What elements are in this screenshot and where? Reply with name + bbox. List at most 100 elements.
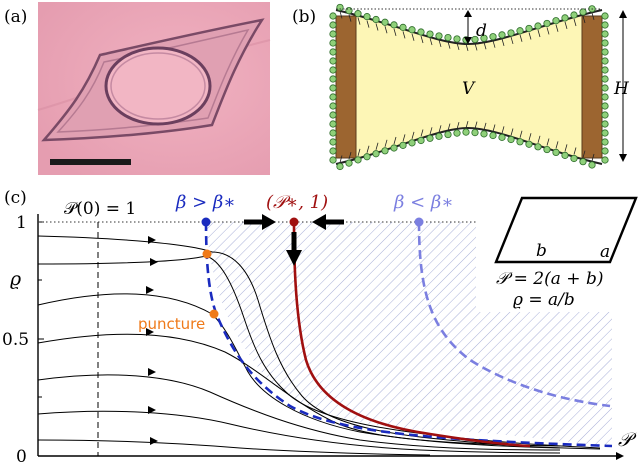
hair-tick bbox=[546, 27, 550, 35]
hair-tick bbox=[546, 138, 550, 146]
h-arrow-head-top bbox=[619, 10, 627, 18]
flow-arrowhead bbox=[148, 236, 156, 244]
hair-tick bbox=[384, 26, 388, 34]
inset-background bbox=[476, 196, 636, 312]
d-arrow-head-top bbox=[464, 10, 472, 17]
panel-b: (b) d V H bbox=[292, 3, 630, 171]
bead bbox=[601, 93, 609, 101]
bead bbox=[601, 39, 609, 47]
bead bbox=[601, 75, 609, 83]
bead bbox=[417, 28, 425, 36]
bead bbox=[372, 15, 380, 24]
hair-tick bbox=[492, 40, 496, 48]
hair-tick bbox=[366, 20, 370, 28]
beta-lt-separatrix bbox=[417, 221, 611, 408]
bead bbox=[336, 162, 344, 171]
puncture-point-upper bbox=[202, 249, 212, 259]
beta-gt-point bbox=[201, 217, 211, 227]
trajectory bbox=[37, 255, 207, 265]
bead bbox=[329, 156, 337, 164]
hair-tick bbox=[501, 126, 505, 134]
puncture-point-lower bbox=[209, 309, 219, 319]
initial-perimeter-label: 𝒫(0) = 1 bbox=[64, 199, 136, 219]
hair-tick bbox=[402, 134, 406, 142]
hair-tick bbox=[357, 17, 361, 25]
hair-tick bbox=[573, 18, 577, 27]
bead bbox=[601, 102, 609, 110]
hair-tick bbox=[429, 127, 433, 135]
bead bbox=[601, 138, 609, 146]
hair-tick bbox=[465, 120, 469, 129]
hair-tick bbox=[510, 128, 514, 136]
bead bbox=[498, 133, 506, 141]
bead bbox=[372, 150, 380, 158]
bead bbox=[570, 11, 578, 19]
descend-arrow-head bbox=[286, 250, 302, 266]
bead bbox=[516, 138, 524, 146]
bead bbox=[471, 128, 479, 137]
bead bbox=[426, 30, 434, 38]
bead bbox=[507, 135, 515, 144]
bead bbox=[329, 66, 337, 74]
hair-tick bbox=[555, 24, 559, 32]
scale-bar bbox=[50, 159, 131, 165]
left-wall bbox=[335, 15, 357, 159]
trajectory bbox=[37, 374, 561, 451]
bead bbox=[354, 156, 362, 164]
hair-tick bbox=[564, 144, 568, 152]
hair-tick bbox=[429, 37, 433, 46]
bead bbox=[399, 141, 407, 149]
hair-tick bbox=[573, 147, 577, 155]
hair-tick bbox=[591, 153, 595, 162]
hair-tick bbox=[465, 43, 469, 52]
bead bbox=[480, 130, 488, 138]
hair-tick bbox=[339, 11, 343, 19]
bead bbox=[601, 120, 609, 128]
bead bbox=[534, 143, 542, 151]
beads bbox=[329, 3, 609, 171]
hair-tick bbox=[483, 42, 487, 50]
bead bbox=[601, 30, 609, 38]
bead bbox=[444, 130, 452, 139]
bead bbox=[399, 23, 407, 31]
bead bbox=[579, 8, 587, 16]
tick-label-05: 0.5 bbox=[2, 330, 29, 350]
bead bbox=[329, 138, 337, 146]
bead bbox=[329, 21, 337, 29]
bead bbox=[390, 144, 398, 152]
bead bbox=[489, 33, 497, 41]
bead bbox=[543, 19, 551, 28]
bead bbox=[329, 48, 337, 56]
bead bbox=[507, 29, 515, 37]
bead bbox=[381, 147, 389, 155]
right-wall bbox=[581, 15, 603, 159]
bead bbox=[329, 147, 337, 155]
bead bbox=[561, 151, 569, 159]
beta-lt-point bbox=[414, 217, 424, 227]
bead bbox=[329, 93, 337, 101]
bead bbox=[329, 75, 337, 83]
hair-tick bbox=[339, 155, 343, 163]
hair-tick bbox=[348, 14, 352, 22]
bead bbox=[489, 131, 497, 140]
bead bbox=[601, 156, 609, 164]
bead bbox=[363, 153, 371, 161]
hair-tick bbox=[411, 131, 415, 139]
hair-tick bbox=[510, 36, 514, 45]
hair-tick bbox=[591, 12, 595, 20]
fixed-point-label: (𝒫∗, 1) bbox=[266, 192, 328, 213]
trajectory bbox=[37, 410, 561, 454]
bead bbox=[329, 84, 337, 92]
hair-tick bbox=[393, 28, 397, 36]
hair-tick bbox=[357, 148, 361, 156]
bead bbox=[601, 57, 609, 65]
flow-arrowhead bbox=[148, 406, 156, 414]
bead bbox=[480, 34, 488, 42]
hair-tick bbox=[402, 31, 406, 39]
bead bbox=[329, 111, 337, 119]
bead bbox=[363, 13, 371, 21]
bead bbox=[435, 32, 443, 40]
bead bbox=[561, 14, 569, 22]
hair-ticks bbox=[339, 11, 595, 163]
